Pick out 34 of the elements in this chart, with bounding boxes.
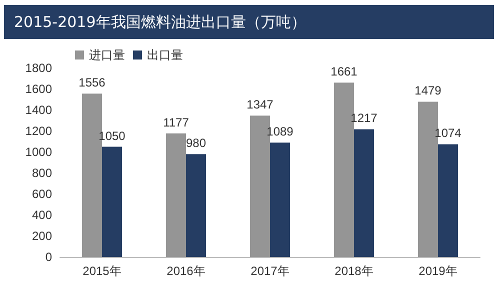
bar [186, 154, 206, 257]
y-tick-label: 800 [32, 166, 52, 180]
y-tick-label: 1000 [25, 145, 52, 159]
y-tick-label: 400 [32, 208, 52, 222]
data-label: 1074 [434, 126, 462, 140]
data-label: 1217 [350, 111, 378, 126]
y-tick-label: 1600 [25, 82, 52, 96]
legend-label: 进口量 [89, 48, 125, 62]
x-tick-label: 2017年 [250, 264, 290, 278]
bar [438, 144, 458, 257]
data-label: 1347 [246, 98, 274, 112]
y-tick-label: 200 [32, 229, 52, 243]
y-tick-label: 1200 [25, 124, 52, 138]
y-tick-label: 1800 [25, 61, 52, 75]
data-label: 980 [186, 136, 206, 150]
legend-label: 出口量 [147, 48, 183, 62]
bar [166, 133, 186, 257]
x-tick-label: 2019年 [418, 264, 458, 278]
data-label: 1556 [78, 76, 106, 90]
y-tick-label: 0 [45, 250, 52, 264]
y-tick-label: 1400 [25, 103, 52, 117]
data-label: 1661 [330, 64, 358, 79]
bar [354, 129, 374, 257]
data-label: 1050 [98, 128, 126, 143]
y-tick-label: 600 [32, 187, 52, 201]
bar [102, 146, 122, 257]
x-tick-label: 2015年 [82, 264, 122, 278]
data-label: 1177 [163, 115, 190, 130]
x-tick-label: 2016年 [166, 264, 206, 278]
data-label: 1089 [266, 124, 294, 139]
x-tick-label: 2018年 [334, 264, 374, 278]
data-label: 1479 [414, 84, 442, 98]
bar [270, 142, 290, 257]
chart-title: 2015-2019年我国燃料油进出口量（万吨） [4, 5, 494, 39]
